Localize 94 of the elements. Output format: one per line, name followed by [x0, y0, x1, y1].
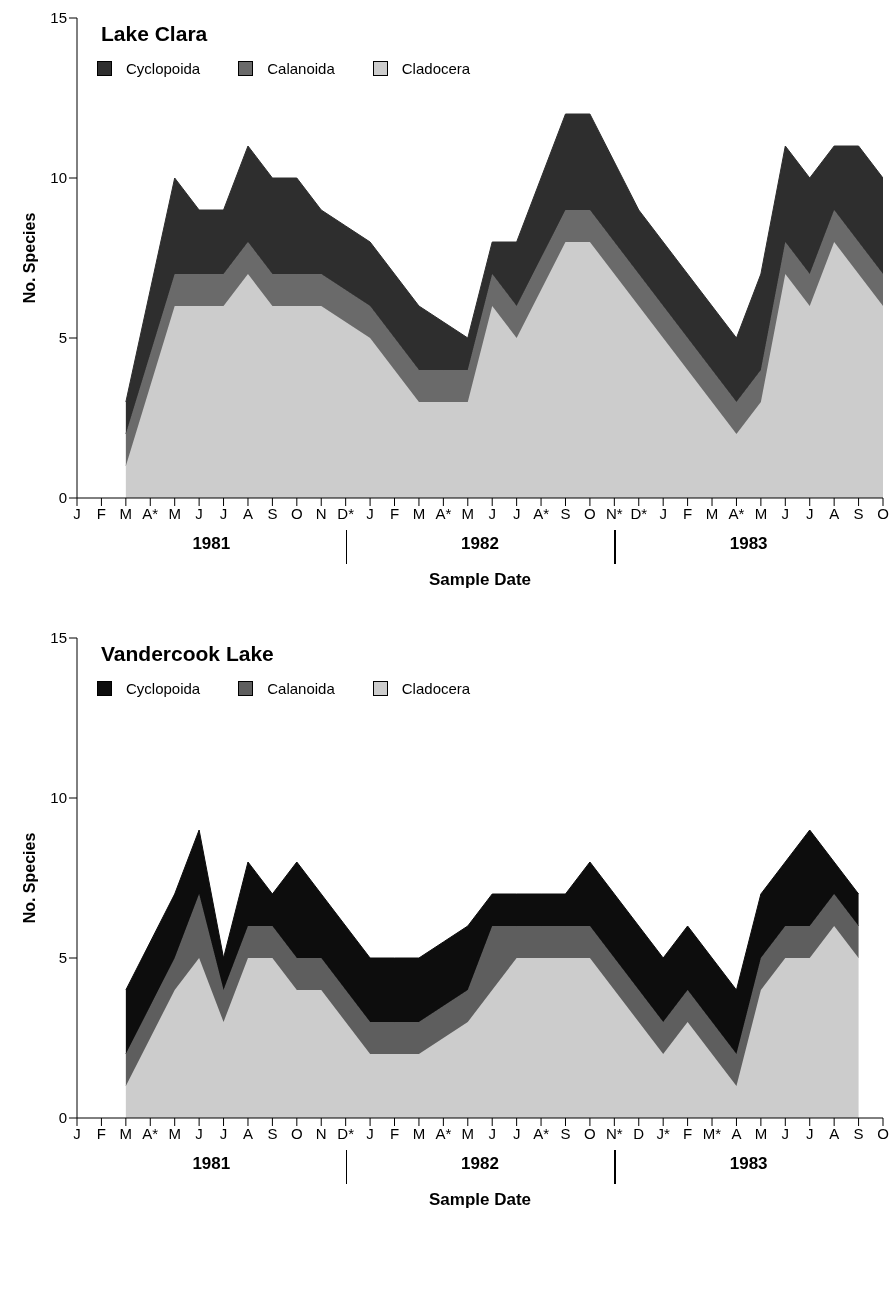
x-tick-label: A — [829, 504, 840, 522]
x-tick-label: N — [315, 1124, 327, 1142]
x-tick-label: M — [461, 1124, 475, 1142]
x-tick-label: A — [731, 1124, 742, 1142]
x-tick-label: A* — [142, 1124, 159, 1142]
x-tick-label: S — [267, 1124, 278, 1142]
x-tick-label: M — [119, 1124, 133, 1142]
x-tick-label: J — [488, 504, 496, 522]
x-tick-label: S — [560, 1124, 571, 1142]
x-tick-label: A* — [142, 504, 159, 522]
x-tick-label: J — [73, 504, 81, 522]
x-tick-label: J — [805, 1124, 814, 1142]
x-tick-label: J — [219, 1124, 228, 1142]
text: 1983 — [728, 534, 769, 554]
x-tick-label: S — [853, 1124, 864, 1142]
x-tick-label: M — [168, 1124, 181, 1142]
x-tick-label: O — [877, 504, 889, 522]
x-tick-label: A — [829, 1124, 840, 1142]
x-tick-label: J — [195, 1124, 203, 1142]
x-tick-label: O — [877, 1124, 889, 1142]
y-tick-label: 15 — [50, 629, 67, 647]
x-tick-label: O — [584, 1124, 596, 1142]
x-tick-label: J — [512, 504, 521, 522]
legend-label: Cyclopoida — [126, 680, 201, 697]
text: 1981 — [191, 534, 232, 554]
x-tick-label: A — [242, 504, 253, 522]
x-tick-label: F — [389, 1124, 400, 1142]
x-tick-label: A* — [435, 504, 452, 522]
x-tick-label: F — [683, 1124, 693, 1142]
text: 1982 — [460, 534, 500, 554]
x-tick-label: M — [168, 504, 181, 522]
x-tick-label: J — [805, 504, 814, 522]
x-tick-label: D* — [337, 504, 355, 522]
x-tick-label: A* — [435, 1124, 452, 1142]
x-tick-label: J — [781, 504, 790, 522]
x-tick-label: M — [119, 504, 133, 522]
x-tick-label: A — [242, 1124, 253, 1142]
chart-title: Vandercook Lake — [101, 642, 274, 666]
x-tick-label: J — [366, 1124, 374, 1142]
x-tick-label: M — [754, 504, 768, 522]
y-tick-label: 10 — [50, 169, 67, 187]
x-tick-label: J — [488, 1124, 496, 1142]
y-tick-label: 10 — [50, 789, 67, 807]
x-tick-label: J — [195, 504, 203, 522]
y-tick-label: 15 — [50, 9, 67, 27]
text: 1982 — [460, 1154, 500, 1174]
legend-label: Cladocera — [401, 680, 471, 697]
x-tick-label: F — [96, 1124, 107, 1142]
y-tick-label: 5 — [58, 949, 67, 967]
x-tick-label: S — [853, 504, 864, 522]
y-tick-label: 5 — [58, 329, 67, 347]
x-tick-label: J — [781, 1124, 790, 1142]
x-tick-label: N — [315, 504, 327, 522]
x-tick-label: J — [366, 504, 374, 522]
x-tick-label: A* — [533, 1124, 550, 1142]
legend-label: Calanoida — [267, 680, 335, 697]
x-axis-title: Sample Date — [427, 570, 532, 590]
x-tick-label: O — [290, 504, 303, 522]
x-tick-label: O — [290, 1124, 303, 1142]
legend-label: Calanoida — [267, 60, 335, 77]
x-tick-label: M — [412, 504, 426, 522]
y-tick-label: 0 — [58, 489, 67, 507]
x-tick-label: F — [96, 504, 107, 522]
x-tick-label: M — [705, 504, 719, 522]
x-tick-label: D* — [337, 1124, 355, 1142]
legend-label: Cladocera — [401, 60, 471, 77]
x-tick-label: J* — [656, 1124, 671, 1142]
text: 1981 — [191, 1154, 232, 1174]
legend-label: Cyclopoida — [126, 60, 201, 77]
x-tick-label: S — [560, 504, 571, 522]
x-tick-label: M — [412, 1124, 426, 1142]
x-tick-label: J — [219, 504, 228, 522]
x-tick-label: F — [389, 504, 400, 522]
y-axis-title: No. Species — [21, 832, 39, 924]
x-tick-label: J — [512, 1124, 521, 1142]
x-tick-label: M — [754, 1124, 768, 1142]
x-tick-label: N* — [606, 504, 623, 522]
text: 1983 — [728, 1154, 769, 1174]
chart-title: Lake Clara — [101, 22, 208, 46]
x-tick-label: O — [584, 504, 596, 522]
x-tick-label: N* — [606, 1124, 623, 1142]
x-tick-label: M — [461, 504, 475, 522]
x-tick-label: F — [683, 504, 693, 522]
x-tick-label: D* — [630, 504, 648, 522]
x-tick-label: S — [267, 504, 278, 522]
x-axis-title: Sample Date — [427, 1190, 532, 1210]
x-tick-label: A* — [533, 504, 550, 522]
x-tick-label: A* — [728, 504, 745, 522]
y-axis-title: No. Species — [21, 212, 39, 304]
x-tick-label: J — [659, 504, 667, 522]
y-tick-label: 0 — [58, 1109, 67, 1127]
x-tick-label: D — [633, 1124, 645, 1142]
x-tick-label: M* — [702, 1124, 722, 1142]
x-tick-label: J — [73, 1124, 81, 1142]
